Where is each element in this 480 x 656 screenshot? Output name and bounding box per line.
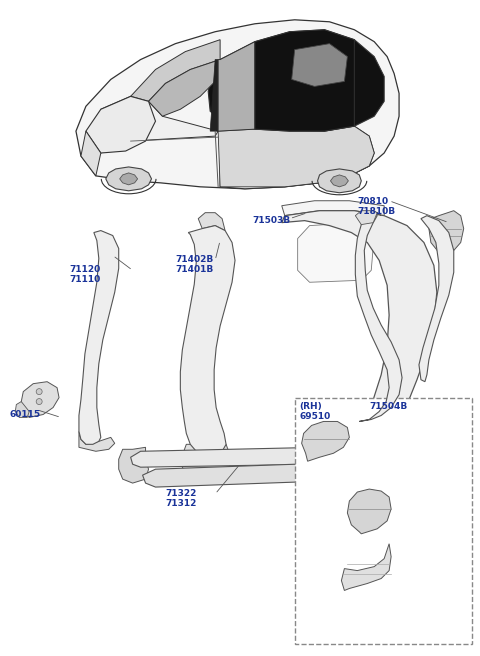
Polygon shape [348,489,391,534]
Text: 71402B: 71402B [175,255,214,264]
Polygon shape [81,131,101,176]
Polygon shape [220,126,374,189]
Polygon shape [419,216,454,382]
Polygon shape [292,44,348,87]
Polygon shape [79,230,119,444]
Polygon shape [255,30,354,131]
Text: 71120: 71120 [69,266,100,274]
Bar [295,398,472,644]
Polygon shape [131,441,399,467]
Polygon shape [182,444,230,474]
Circle shape [36,399,42,405]
Polygon shape [79,432,115,451]
Polygon shape [76,20,399,189]
Polygon shape [210,60,222,131]
Polygon shape [101,96,218,153]
Text: 71504B: 71504B [369,401,408,411]
Polygon shape [318,169,361,193]
Polygon shape [429,211,464,253]
Polygon shape [143,457,424,487]
Text: 71110: 71110 [69,276,100,284]
Polygon shape [330,175,348,187]
Text: 71312: 71312 [166,499,197,508]
Text: 69510: 69510 [300,411,331,420]
Polygon shape [341,544,391,590]
Polygon shape [86,96,156,153]
Polygon shape [106,167,152,191]
Text: 71810B: 71810B [357,207,396,216]
Text: 71503B: 71503B [252,216,290,224]
Text: 71322: 71322 [166,489,197,498]
Polygon shape [120,173,138,185]
Polygon shape [21,382,59,417]
Polygon shape [119,447,148,483]
Text: (RH): (RH) [300,401,323,411]
Polygon shape [360,451,394,479]
Polygon shape [180,226,235,454]
Polygon shape [394,440,427,469]
Polygon shape [218,42,255,131]
Text: 71401B: 71401B [175,266,214,274]
Polygon shape [198,213,225,230]
Polygon shape [148,60,220,116]
Circle shape [36,388,42,395]
Polygon shape [298,222,374,282]
Text: 70810: 70810 [357,197,388,206]
Polygon shape [355,213,402,421]
Polygon shape [301,421,349,461]
Polygon shape [282,211,437,464]
Polygon shape [355,211,381,224]
Polygon shape [282,201,384,216]
Polygon shape [15,401,29,417]
Polygon shape [131,39,220,101]
Polygon shape [218,126,374,187]
Polygon shape [208,30,384,131]
Text: 60115: 60115 [9,409,40,419]
